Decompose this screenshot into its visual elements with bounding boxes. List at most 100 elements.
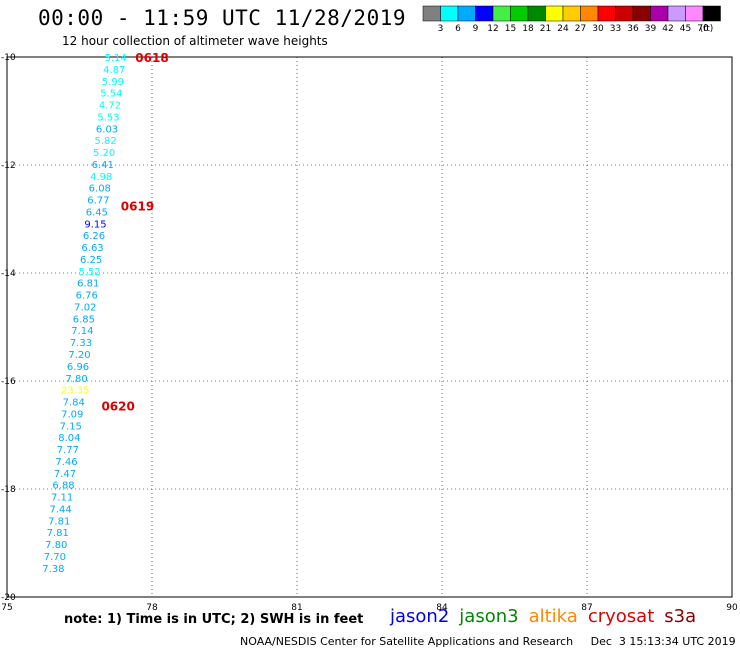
color-scale-label: 27 (575, 24, 586, 34)
wave-height-label: 23.35 (61, 386, 90, 397)
color-scale-swatch (457, 5, 476, 22)
wave-height-label: 4.98 (90, 172, 112, 183)
color-scale-label: 24 (557, 24, 569, 34)
wave-height-label: 6.76 (76, 291, 98, 302)
lat-tick-label: -14 (1, 269, 16, 279)
color-scale-legend: 3 6 9 12 15 18 21 24 27 30 33 36 39 42 45 70(ft) (422, 5, 721, 34)
color-scale-swatch (702, 5, 721, 22)
color-scale-swatch (685, 5, 704, 22)
color-scale-label: 18 (522, 24, 534, 34)
color-scale-label: 45 (680, 24, 691, 34)
time-labels: 0618 0619 0620 (101, 51, 168, 413)
wave-height-label: 9.15 (84, 219, 106, 230)
wave-height-label: 6.81 (77, 279, 99, 290)
wave-height-label: 5.14 (105, 53, 127, 64)
wave-height-label: 4.72 (99, 101, 121, 112)
color-scale-swatch (667, 5, 686, 22)
wave-height-label: 7.44 (50, 504, 72, 515)
color-scale-label: 21 (540, 24, 551, 34)
wave-height-label: 6.77 (87, 196, 109, 207)
color-scale-swatch (597, 5, 616, 22)
wave-height-label: 6.85 (73, 314, 95, 325)
color-scale-swatch (492, 5, 511, 22)
lat-tick-label: -20 (1, 593, 16, 603)
wave-height-label: 5.53 (97, 112, 119, 123)
color-scale-label: 39 (645, 24, 657, 34)
color-scale-swatch (510, 5, 529, 22)
color-scale-label: 3 (438, 24, 444, 34)
wave-height-label: 5.52 (79, 267, 101, 278)
wave-height-label: 7.33 (70, 338, 92, 349)
wave-height-label: 7.47 (54, 469, 76, 480)
color-scale-label: 6 (455, 24, 461, 34)
lat-tick-label: -10 (1, 53, 16, 63)
color-scale-swatch (632, 5, 651, 22)
color-scale-swatch (440, 5, 459, 22)
color-scale-swatch (650, 5, 669, 22)
color-scale-swatch (580, 5, 599, 22)
lon-tick-label: 75 (1, 603, 12, 613)
color-scale-swatch (422, 5, 441, 22)
color-scale-label: 42 (662, 24, 673, 34)
time-label: 0618 (135, 51, 168, 65)
lon-tick-label: 81 (291, 603, 302, 613)
color-scale-swatch (475, 5, 494, 22)
satellite-legend-item: altika (528, 606, 578, 627)
wave-height-label: 7.38 (42, 564, 64, 575)
wave-height-label: 5.54 (100, 89, 122, 100)
color-scale-swatch (527, 5, 546, 22)
wave-height-label: 7.11 (51, 493, 73, 504)
wave-height-label: 7.81 (47, 528, 69, 539)
map-frame (6, 56, 733, 598)
footer-credit: NOAA/NESDIS Center for Satellite Applica… (240, 635, 736, 648)
wave-height-label: 7.46 (55, 457, 77, 468)
color-scale-swatch (615, 5, 634, 22)
color-scale-label: 30 (592, 24, 604, 34)
wave-height-label: 7.02 (74, 302, 96, 313)
wave-height-label: 6.63 (81, 243, 103, 254)
wave-height-label: 6.25 (80, 255, 102, 266)
wave-height-points: 5.144.875.995.544.725.536.035.825.206.41… (42, 53, 127, 575)
wave-height-label: 5.99 (102, 77, 124, 88)
color-scale-swatch (562, 5, 581, 22)
lon-tick-label: 90 (726, 603, 738, 613)
wave-height-label: 6.41 (92, 160, 114, 171)
wave-height-label: 5.20 (93, 148, 115, 159)
wave-height-label: 6.96 (67, 362, 89, 373)
satellite-legend-item: jason2 (390, 606, 450, 627)
color-scale-label: 9 (473, 24, 479, 34)
map-axes: 75 78 81 84 87 90 -10 -12 -14 -16 -18 -20 (1, 53, 738, 613)
footer-note: note: 1) Time is in UTC; 2) SWH is in fe… (64, 612, 364, 627)
satellite-legend-item: s3a (664, 606, 697, 627)
color-scale-unit: (ft) (700, 24, 714, 34)
wave-height-label: 7.15 (60, 421, 82, 432)
wave-height-label: 7.14 (71, 326, 93, 337)
color-scale-swatch (545, 5, 564, 22)
wave-height-label: 8.04 (58, 433, 80, 444)
wave-height-label: 6.88 (52, 481, 74, 492)
color-scale-label: 12 (487, 24, 498, 34)
satellite-legend-item: jason3 (459, 606, 519, 627)
lon-tick-label: 87 (581, 603, 592, 613)
map-grid (6, 56, 733, 598)
wave-height-label: 6.26 (83, 231, 105, 242)
wave-height-label: 7.80 (45, 540, 67, 551)
wave-height-label: 7.84 (63, 398, 85, 409)
color-scale-label: 70 (697, 24, 709, 34)
page-title: 00:00 - 11:59 UTC 11/28/2019 (38, 6, 407, 30)
color-scale-label: 33 (610, 24, 621, 34)
wave-height-label: 6.45 (86, 207, 108, 218)
wave-height-label: 7.80 (65, 374, 87, 385)
time-label: 0620 (101, 399, 134, 413)
color-scale-label: 36 (627, 24, 639, 34)
wave-height-label: 7.09 (61, 409, 83, 420)
lon-tick-label: 84 (436, 603, 448, 613)
lat-tick-label: -12 (1, 161, 16, 171)
satellite-legend: jason2 jason3 altika cryosat s3a (390, 606, 706, 627)
satellite-legend-item: cryosat (587, 606, 655, 627)
lon-tick-label: 78 (146, 603, 158, 613)
wave-height-label: 7.70 (44, 552, 66, 563)
wave-height-label: 7.77 (57, 445, 79, 456)
wave-height-label: 4.87 (103, 65, 125, 76)
